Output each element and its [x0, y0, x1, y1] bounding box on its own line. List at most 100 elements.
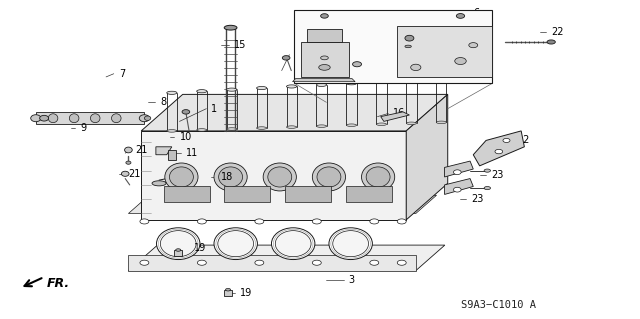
Ellipse shape — [257, 86, 267, 90]
Ellipse shape — [219, 167, 243, 187]
Ellipse shape — [214, 228, 257, 260]
Bar — [224, 187, 270, 202]
Ellipse shape — [161, 231, 196, 257]
Ellipse shape — [456, 14, 465, 18]
Text: 12: 12 — [518, 136, 531, 145]
Ellipse shape — [411, 64, 421, 70]
Text: 23: 23 — [471, 194, 484, 204]
Bar — [164, 187, 209, 202]
Text: 4: 4 — [378, 10, 383, 20]
Ellipse shape — [287, 126, 297, 128]
Ellipse shape — [40, 115, 49, 121]
Text: 17: 17 — [422, 40, 435, 50]
Ellipse shape — [196, 129, 207, 131]
Ellipse shape — [316, 125, 326, 127]
Polygon shape — [292, 78, 355, 82]
Bar — [346, 187, 392, 202]
Ellipse shape — [454, 187, 461, 192]
Ellipse shape — [454, 170, 461, 174]
Ellipse shape — [31, 115, 41, 122]
Polygon shape — [397, 26, 492, 77]
Ellipse shape — [175, 249, 180, 251]
Ellipse shape — [436, 77, 447, 80]
Text: 9: 9 — [81, 123, 86, 133]
Ellipse shape — [111, 114, 121, 123]
Ellipse shape — [170, 167, 193, 187]
Bar — [168, 150, 175, 160]
Ellipse shape — [321, 14, 328, 18]
Ellipse shape — [196, 90, 207, 93]
Ellipse shape — [484, 187, 490, 190]
Polygon shape — [129, 245, 445, 271]
Ellipse shape — [468, 43, 477, 48]
Ellipse shape — [122, 171, 129, 176]
Polygon shape — [36, 113, 145, 124]
Ellipse shape — [275, 231, 311, 257]
Ellipse shape — [69, 114, 79, 123]
Ellipse shape — [346, 82, 356, 85]
Ellipse shape — [312, 163, 346, 191]
Ellipse shape — [317, 167, 341, 187]
Ellipse shape — [397, 260, 406, 265]
Ellipse shape — [225, 288, 230, 291]
Ellipse shape — [362, 163, 395, 191]
Ellipse shape — [182, 110, 189, 114]
Ellipse shape — [366, 167, 390, 187]
Text: 5: 5 — [384, 27, 390, 37]
Polygon shape — [406, 94, 448, 220]
Text: 3: 3 — [349, 275, 355, 285]
Text: 10: 10 — [179, 132, 192, 142]
Ellipse shape — [224, 25, 237, 30]
Ellipse shape — [227, 128, 237, 130]
Text: 6: 6 — [473, 8, 479, 19]
Ellipse shape — [436, 121, 447, 123]
Ellipse shape — [406, 78, 417, 82]
Text: 13: 13 — [422, 27, 435, 37]
Text: 2: 2 — [294, 50, 301, 60]
Ellipse shape — [263, 163, 296, 191]
Polygon shape — [381, 112, 410, 122]
Ellipse shape — [271, 228, 315, 260]
Ellipse shape — [405, 35, 414, 41]
Ellipse shape — [376, 80, 387, 83]
Polygon shape — [129, 195, 436, 213]
Ellipse shape — [312, 260, 321, 265]
Polygon shape — [445, 161, 473, 177]
Ellipse shape — [257, 127, 267, 129]
Polygon shape — [141, 131, 406, 220]
Ellipse shape — [282, 56, 290, 60]
Ellipse shape — [503, 138, 510, 143]
Ellipse shape — [214, 163, 247, 191]
Text: 1: 1 — [211, 104, 218, 114]
Polygon shape — [156, 147, 172, 155]
Ellipse shape — [268, 167, 292, 187]
Ellipse shape — [197, 260, 206, 265]
Text: 15: 15 — [234, 40, 246, 50]
Ellipse shape — [353, 62, 362, 67]
Ellipse shape — [157, 228, 200, 260]
Ellipse shape — [255, 260, 264, 265]
Ellipse shape — [316, 83, 326, 86]
Ellipse shape — [126, 161, 131, 164]
Ellipse shape — [140, 260, 149, 265]
Text: S9A3−C1010 A: S9A3−C1010 A — [461, 300, 536, 310]
Polygon shape — [129, 255, 416, 271]
Text: 19: 19 — [194, 243, 207, 253]
Ellipse shape — [346, 124, 356, 126]
Ellipse shape — [140, 115, 150, 122]
Ellipse shape — [312, 219, 321, 224]
Ellipse shape — [321, 56, 328, 60]
Ellipse shape — [167, 130, 177, 132]
Ellipse shape — [167, 91, 177, 94]
Ellipse shape — [405, 45, 412, 48]
Ellipse shape — [255, 219, 264, 224]
Ellipse shape — [370, 219, 379, 224]
Text: 21: 21 — [135, 145, 147, 155]
Bar — [174, 250, 182, 256]
Bar — [224, 290, 232, 296]
Ellipse shape — [287, 85, 297, 88]
Ellipse shape — [376, 123, 387, 125]
Text: 21: 21 — [129, 169, 141, 179]
Ellipse shape — [152, 181, 166, 186]
Polygon shape — [141, 94, 448, 131]
